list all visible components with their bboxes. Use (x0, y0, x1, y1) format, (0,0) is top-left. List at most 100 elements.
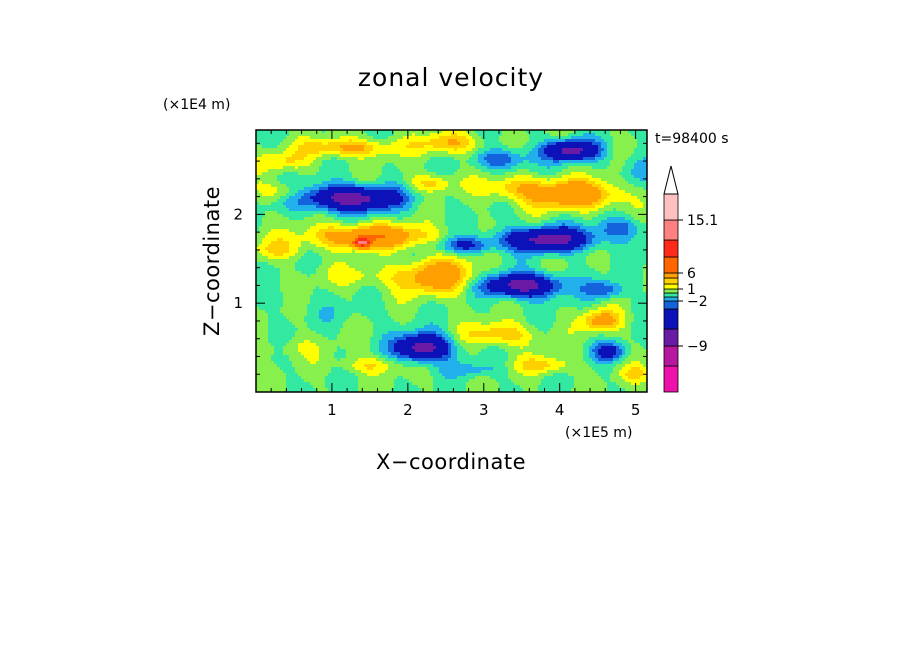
field-cell (259, 178, 263, 182)
field-cell (511, 136, 515, 140)
field-cell (505, 142, 509, 146)
field-cell (586, 226, 590, 230)
field-cell (256, 244, 260, 248)
field-cell (604, 202, 608, 206)
field-cell (484, 142, 488, 146)
field-cell (307, 130, 311, 134)
field-cell (577, 154, 581, 158)
field-cell (568, 202, 572, 206)
field-cell (475, 163, 479, 167)
field-cell (466, 220, 470, 224)
field-cell (487, 202, 491, 206)
field-cell (268, 169, 272, 173)
field-cell (304, 193, 308, 197)
field-cell (382, 157, 386, 161)
field-cell (517, 241, 521, 245)
field-cell (286, 130, 290, 134)
field-cell (301, 223, 305, 227)
field-cell (544, 148, 548, 152)
field-cell (274, 214, 278, 218)
field-cell (556, 169, 560, 173)
field-cell (415, 136, 419, 140)
field-cell (283, 205, 287, 209)
field-cell (379, 190, 383, 194)
field-cell (346, 211, 350, 215)
field-cell (640, 163, 644, 167)
field-cell (310, 199, 314, 203)
field-cell (514, 193, 518, 197)
field-cell (382, 139, 386, 143)
field-cell (586, 208, 590, 212)
field-cell (643, 217, 647, 221)
field-cell (559, 211, 563, 215)
field-cell (409, 169, 413, 173)
field-cell (313, 184, 317, 188)
field-cell (310, 205, 314, 209)
field-cell (628, 172, 632, 176)
field-cell (349, 226, 353, 230)
field-cell (436, 157, 440, 161)
field-cell (511, 241, 515, 245)
field-cell (526, 193, 530, 197)
field-cell (370, 178, 374, 182)
field-cell (535, 235, 539, 239)
field-cell (328, 163, 332, 167)
field-cell (610, 154, 614, 158)
field-cell (427, 223, 431, 227)
field-cell (439, 232, 443, 236)
field-cell (340, 184, 344, 188)
field-cell (280, 139, 284, 143)
field-cell (310, 175, 314, 179)
field-cell (481, 181, 485, 185)
field-cell (271, 175, 275, 179)
field-cell (613, 169, 617, 173)
field-cell (604, 151, 608, 155)
field-cell (496, 130, 500, 134)
field-cell (412, 214, 416, 218)
field-cell (529, 202, 533, 206)
field-cell (640, 175, 644, 179)
field-cell (493, 142, 497, 146)
field-cell (631, 151, 635, 155)
field-cell (589, 166, 593, 170)
field-cell (511, 223, 515, 227)
field-cell (562, 241, 566, 245)
field-cell (271, 235, 275, 239)
field-cell (391, 226, 395, 230)
field-cell (316, 226, 320, 230)
field-cell (565, 133, 569, 137)
field-cell (394, 190, 398, 194)
field-cell (349, 190, 353, 194)
field-cell (367, 136, 371, 140)
field-cell (283, 187, 287, 191)
field-cell (643, 196, 647, 200)
field-cell (415, 166, 419, 170)
field-cell (619, 232, 623, 236)
field-cell (619, 211, 623, 215)
field-cell (406, 163, 410, 167)
field-cell (460, 196, 464, 200)
field-cell (313, 139, 317, 143)
field-cell (604, 199, 608, 203)
field-cell (547, 199, 551, 203)
field-cell (643, 187, 647, 191)
field-cell (376, 229, 380, 233)
field-cell (508, 139, 512, 143)
field-cell (535, 190, 539, 194)
field-cell (577, 241, 581, 245)
field-cell (592, 238, 596, 242)
field-cell (391, 184, 395, 188)
field-cell (403, 169, 407, 173)
field-cell (307, 214, 311, 218)
field-cell (307, 148, 311, 152)
field-cell (415, 145, 419, 149)
field-cell (478, 139, 482, 143)
field-cell (625, 157, 629, 161)
field-cell (298, 154, 302, 158)
field-cell (415, 151, 419, 155)
field-cell (625, 214, 629, 218)
field-cell (502, 184, 506, 188)
field-cell (601, 235, 605, 239)
field-cell (580, 241, 584, 245)
field-cell (505, 208, 509, 212)
